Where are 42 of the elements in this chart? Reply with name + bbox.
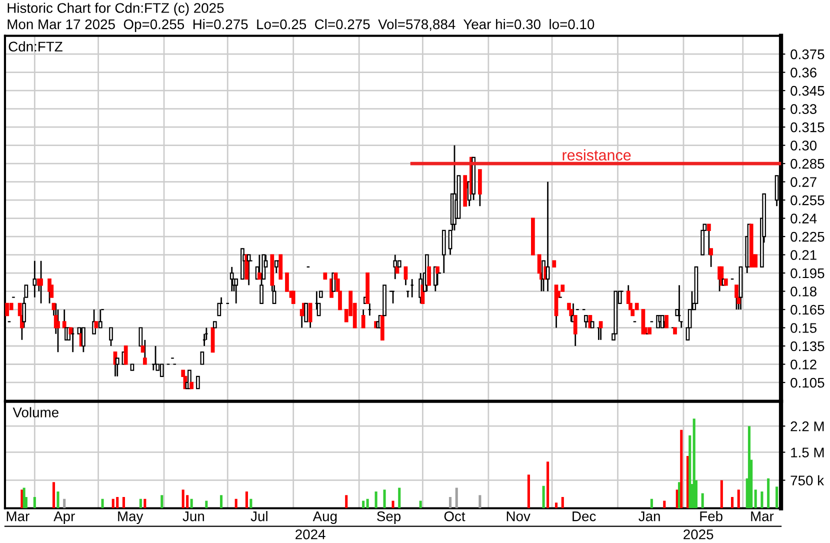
x-tick-label: Jan bbox=[638, 512, 660, 522]
y-tick-label: 0.315 bbox=[790, 122, 824, 132]
annotation: Cdn:FTZ bbox=[8, 41, 62, 52]
x-tick-label: Mar bbox=[6, 512, 30, 522]
y-tick-label: 2.2 M bbox=[790, 421, 824, 432]
chart-subtitle: Mon Mar 17 2025 Op=0.255 Hi=0.275 Lo=0.25 Cl=0.275 Vol=578,884 Year hi=0.30 lo=0.10 bbox=[8, 19, 594, 32]
y-tick-label: 0.165 bbox=[790, 304, 824, 315]
y-tick-label: 750 k bbox=[790, 475, 824, 486]
y-tick-label: 0.195 bbox=[790, 268, 824, 278]
x-tick-label: Sep bbox=[377, 511, 401, 524]
y-tick-label: 0.21 bbox=[790, 250, 816, 260]
y-tick-label: 0.36 bbox=[790, 68, 816, 78]
y-tick-label: 0.27 bbox=[790, 177, 816, 187]
y-tick-label: 0.30 bbox=[790, 140, 817, 150]
y-tick-label: 1.5 M bbox=[791, 448, 824, 458]
y-tick-label: 0.33 bbox=[790, 104, 816, 114]
x-tick-label: Feb bbox=[700, 511, 722, 522]
x-tick-label: Dec bbox=[572, 512, 596, 522]
chart-title: Historic Chart for Cdn:FTZ (c) 2025 bbox=[8, 2, 224, 16]
y-tick-label: 0.105 bbox=[790, 378, 824, 388]
x-tick-label: Apr bbox=[54, 512, 75, 524]
x2-tick-label: 2024 bbox=[296, 529, 326, 540]
x-tick-label: Aug bbox=[312, 512, 337, 524]
series-label: resistance bbox=[562, 149, 631, 161]
chart-title: Volume bbox=[12, 407, 58, 418]
x2-tick-label: 2025 bbox=[684, 529, 714, 540]
y-tick-label: 0.375 bbox=[790, 49, 824, 60]
y-tick-label: 0.225 bbox=[790, 232, 824, 242]
x-tick-label: Jul bbox=[250, 511, 268, 522]
y-tick-label: 0.24 bbox=[790, 214, 817, 224]
x-tick-label: Mar bbox=[751, 512, 774, 522]
y-tick-label: 0.255 bbox=[790, 195, 824, 206]
x-tick-label: May bbox=[118, 512, 144, 524]
y-tick-label: 0.345 bbox=[790, 86, 824, 96]
y-tick-label: 0.285 bbox=[790, 158, 824, 169]
x-tick-label: Jun bbox=[182, 512, 204, 522]
x-tick-label: Nov bbox=[506, 512, 530, 522]
y-tick-label: 0.135 bbox=[790, 341, 824, 352]
y-tick-label: 0.12 bbox=[790, 360, 816, 370]
y-tick-label: 0.18 bbox=[790, 286, 816, 296]
x-tick-label: Oct bbox=[444, 511, 466, 522]
y-tick-label: 0.15 bbox=[790, 323, 817, 333]
